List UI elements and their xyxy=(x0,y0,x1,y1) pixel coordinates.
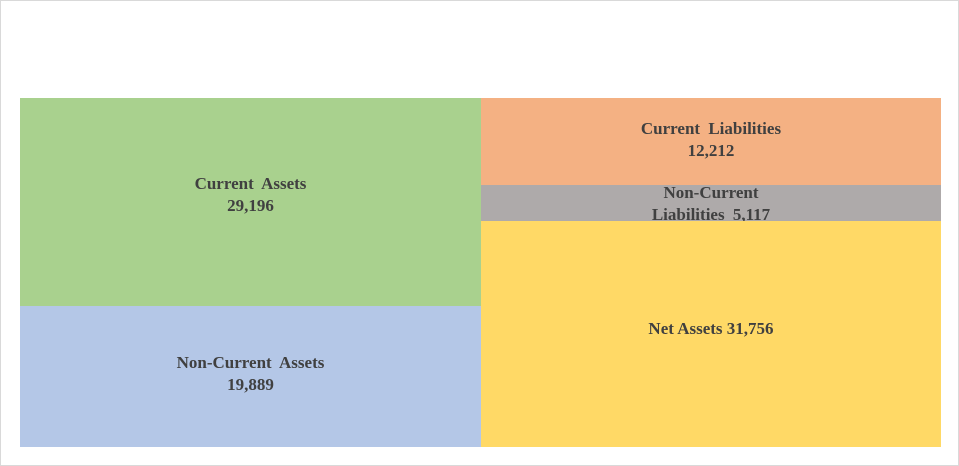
non-current-liabilities-label-line2: Liabilities 5,117 xyxy=(651,205,771,224)
non-current-liabilities-block: Non-Current Liabilities 5,117 xyxy=(481,183,941,224)
current-assets-block: Current Assets 29,196 xyxy=(20,98,481,306)
non-current-assets-label: Non-Current Assets xyxy=(176,352,325,372)
current-liabilities-label: Current Liabilities xyxy=(640,118,782,138)
non-current-liabilities-label-line1: Non-Current xyxy=(663,183,759,202)
non-current-assets-block: Non-Current Assets 19,889 xyxy=(20,306,481,447)
current-assets-value: 29,196 xyxy=(227,196,274,215)
current-assets-label: Current Assets xyxy=(194,174,307,193)
non-current-assets-value: 19,889 xyxy=(227,374,274,394)
current-liabilities-value: 12,212 xyxy=(687,140,735,160)
net-assets-block: Net Assets 31,756 xyxy=(481,221,941,447)
current-liabilities-block: Current Liabilities 12,212 xyxy=(481,98,941,185)
net-assets-label: Net Assets 31,756 xyxy=(648,319,774,338)
